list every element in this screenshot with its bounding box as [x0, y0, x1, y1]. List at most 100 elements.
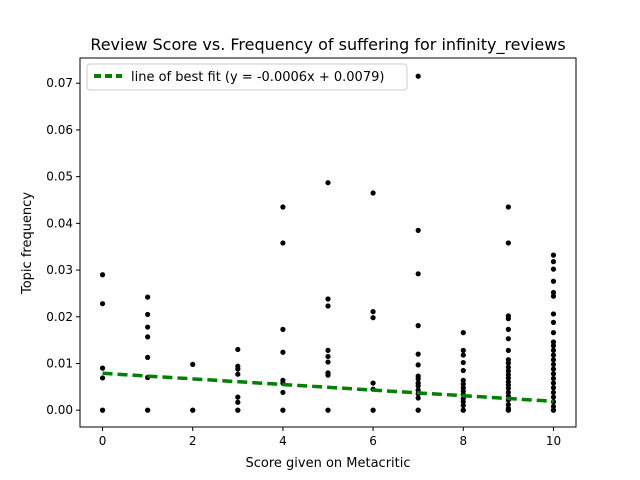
scatter-point — [235, 346, 241, 353]
scatter-point — [550, 380, 557, 386]
scatter-point — [235, 366, 241, 372]
trendline — [102, 371, 554, 404]
scatter-point — [145, 407, 151, 413]
chart-title: Review Score vs. Frequency of suffering … — [90, 35, 565, 55]
scatter-point — [415, 362, 421, 368]
scatter-point — [235, 371, 241, 377]
scatter-point — [550, 361, 557, 368]
scatter-point — [325, 407, 331, 413]
scatter-point — [550, 407, 557, 413]
x-tick-label: 6 — [369, 434, 377, 448]
scatter-point — [505, 407, 511, 413]
scatter-point — [280, 240, 286, 246]
scatter-point — [460, 347, 466, 353]
scatter-point — [550, 259, 557, 265]
scatter-point — [550, 366, 557, 372]
scatter-point — [505, 336, 511, 342]
legend: line of best fit (y = -0.0006x + 0.0079) — [86, 63, 408, 91]
scatter-point — [145, 324, 151, 330]
scatter-point — [370, 309, 376, 315]
scatter-point — [505, 375, 511, 381]
scatter-point — [325, 180, 331, 186]
scatter-point — [415, 227, 421, 233]
scatter-point — [415, 407, 421, 413]
y-tick-label: 0.03 — [46, 263, 73, 277]
scatter-point — [460, 381, 466, 387]
scatter-point — [505, 364, 511, 370]
scatter-point — [460, 330, 466, 336]
scatter-point — [415, 271, 421, 277]
scatter-point — [325, 347, 331, 353]
axes-frame — [79, 57, 577, 428]
scatter-point — [550, 385, 557, 391]
y-tick-label: 0.06 — [46, 123, 73, 137]
scatter-point — [280, 326, 286, 332]
x-axis-label: Score given on Metacritic — [245, 456, 410, 471]
scatter-point — [505, 240, 511, 246]
scatter-point — [145, 354, 151, 361]
x-tick-label: 2 — [189, 434, 197, 448]
scatter-point — [99, 365, 106, 371]
scatter-point — [145, 334, 151, 340]
scatter-point — [460, 367, 466, 374]
scatter-point — [280, 389, 286, 396]
scatter-point — [460, 399, 466, 405]
scatter-point — [415, 376, 421, 382]
scatter-point — [370, 190, 376, 196]
y-tick-label: 0.05 — [46, 170, 73, 184]
scatter-point — [415, 351, 421, 357]
legend-box — [86, 63, 408, 91]
scatter-point — [550, 375, 557, 382]
y-tick-label: 0.07 — [46, 76, 73, 90]
scatter-point — [325, 303, 331, 309]
scatter-point — [460, 359, 466, 366]
y-axis: 0.00 0.01 0.02 0.03 0.04 0.05 0.06 0.07 — [46, 76, 80, 417]
x-tick-label: 0 — [99, 434, 107, 448]
scatter-point — [415, 383, 421, 389]
scatter-point — [550, 389, 557, 396]
x-tick-label: 8 — [459, 434, 467, 448]
scatter-point — [550, 339, 557, 345]
scatter-point — [550, 352, 557, 358]
scatter-point — [235, 399, 241, 405]
scatter-point — [550, 330, 557, 336]
scatter-point — [550, 278, 557, 284]
scatter-point — [145, 311, 151, 318]
scatter-point — [550, 371, 557, 377]
x-axis: 0 2 4 6 8 10 — [99, 427, 561, 448]
scatter-point — [550, 266, 557, 272]
scatter-point — [550, 289, 557, 296]
scatter-point — [505, 316, 511, 322]
x-tick-label: 10 — [546, 434, 561, 448]
scatter-point — [325, 359, 331, 365]
scatter-point — [550, 311, 557, 317]
scatter-point — [505, 368, 511, 374]
y-tick-label: 0.01 — [46, 356, 73, 370]
scatter-point — [505, 385, 511, 391]
scatter-point — [505, 326, 511, 332]
scatter-point — [145, 294, 151, 300]
scatter-point — [325, 296, 331, 302]
scatter-point — [550, 319, 557, 325]
scatter-point — [235, 394, 241, 400]
scatter-point — [415, 395, 421, 401]
scatter-point — [280, 407, 286, 413]
scatter-point — [505, 389, 511, 396]
scatter-point — [235, 407, 241, 413]
scatter-point — [325, 353, 331, 360]
scatter-point — [99, 272, 106, 278]
scatter-point — [99, 407, 106, 413]
scatter-point — [370, 315, 376, 321]
scatter-point — [550, 403, 557, 410]
scatter-point — [505, 204, 511, 210]
scatter-point — [550, 347, 557, 353]
scatter-point — [460, 407, 466, 413]
y-tick-label: 0.02 — [46, 310, 73, 324]
scatter-point — [460, 352, 466, 358]
y-tick-label: 0.04 — [46, 216, 73, 230]
scatter-point — [550, 357, 557, 363]
y-tick-label: 0.00 — [46, 403, 73, 417]
x-tick-label: 4 — [279, 434, 287, 448]
legend-trendline-label: line of best fit (y = -0.0006x + 0.0079) — [131, 70, 384, 85]
